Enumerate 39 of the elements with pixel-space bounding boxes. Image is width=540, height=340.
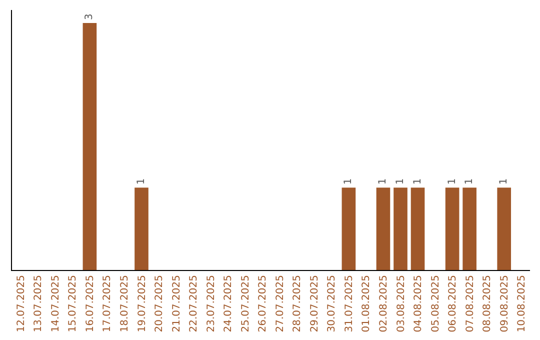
data-label: 1	[498, 178, 510, 185]
x-tick-label: 31.07.2025	[344, 275, 355, 332]
x-tick-label: 16.07.2025	[84, 275, 96, 332]
x-tick-label: 21.07.2025	[171, 275, 182, 332]
data-label: 1	[378, 178, 389, 185]
x-tick-label: 12.07.2025	[16, 275, 27, 332]
x-tick-label: 09.08.2025	[499, 275, 510, 332]
x-tick-label: 23.07.2025	[206, 275, 217, 332]
x-tick-label: 14.07.2025	[50, 275, 62, 332]
x-tick-label: 25.07.2025	[240, 275, 252, 332]
x-tick-label: 20.07.2025	[154, 275, 166, 332]
x-tick-label: 13.07.2025	[33, 275, 44, 332]
x-tick-label: 08.08.2025	[482, 275, 494, 332]
x-tick-label: 29.07.2025	[309, 275, 320, 332]
x-tick-label: 22.07.2025	[188, 275, 200, 332]
x-tick-label: 24.07.2025	[223, 275, 234, 332]
x-tick-label: 07.08.2025	[464, 275, 476, 332]
data-label: 1	[464, 178, 476, 185]
data-label: 1	[136, 178, 147, 185]
data-label: 1	[343, 178, 354, 185]
x-tick-label: 26.07.2025	[258, 275, 269, 332]
data-label: 1	[412, 178, 424, 185]
x-tick-label: 10.08.2025	[516, 275, 528, 332]
data-label: 1	[446, 178, 458, 185]
x-tick-label: 03.08.2025	[396, 275, 407, 332]
x-tick-label: 02.08.2025	[378, 275, 390, 332]
x-tick-label: 18.07.2025	[119, 275, 130, 332]
x-tick-label: 17.07.2025	[102, 275, 114, 332]
data-label: 3	[84, 14, 96, 20]
x-tick-label: 01.08.2025	[361, 275, 372, 332]
x-tick-label: 28.07.2025	[292, 275, 304, 332]
x-tick-label: 19.07.2025	[136, 275, 148, 332]
data-label: 1	[395, 178, 406, 185]
x-tick-label: 04.08.2025	[413, 275, 424, 332]
x-tick-label: 27.07.2025	[274, 275, 286, 332]
x-tick-label: 30.07.2025	[326, 275, 338, 332]
x-tick-label: 06.08.2025	[448, 275, 459, 332]
x-tick-label: 15.07.2025	[68, 275, 79, 332]
x-tick-label: 05.08.2025	[430, 275, 442, 332]
